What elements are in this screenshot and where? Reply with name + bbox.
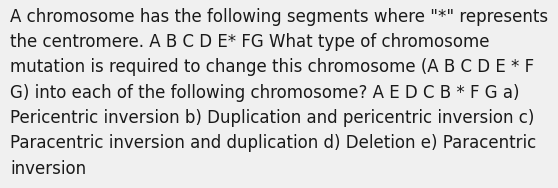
Text: Pericentric inversion b) Duplication and pericentric inversion c): Pericentric inversion b) Duplication and…	[10, 109, 535, 127]
Text: G) into each of the following chromosome? A E D C B * F G a): G) into each of the following chromosome…	[10, 84, 519, 102]
Text: the centromere. A B C D E* FG What type of chromosome: the centromere. A B C D E* FG What type …	[10, 33, 489, 51]
Text: A chromosome has the following segments where "*" represents: A chromosome has the following segments …	[10, 8, 548, 26]
Text: inversion: inversion	[10, 160, 86, 178]
Text: Paracentric inversion and duplication d) Deletion e) Paracentric: Paracentric inversion and duplication d)…	[10, 134, 536, 152]
Text: mutation is required to change this chromosome (A B C D E * F: mutation is required to change this chro…	[10, 58, 534, 76]
